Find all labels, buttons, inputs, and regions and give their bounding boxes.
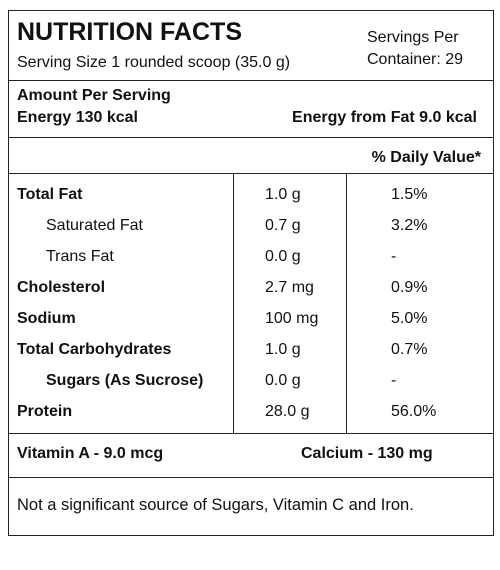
column-divider	[346, 173, 347, 433]
serving-size: Serving Size 1 rounded scoop (35.0 g)	[17, 54, 291, 71]
nutrient-amount: 0.0 g	[265, 372, 301, 389]
daily-value: 0.7%	[391, 341, 428, 358]
footnote: Not a significant source of Sugars, Vita…	[17, 496, 414, 514]
energy: Energy 130 kcal	[17, 109, 138, 126]
vitamin: Calcium - 130 mg	[301, 445, 433, 462]
divider	[9, 173, 493, 174]
nutrient-name: Total Fat	[17, 186, 83, 203]
daily-value: 3.2%	[391, 217, 428, 234]
nutrient-amount: 1.0 g	[265, 341, 301, 358]
servings-per: Container: 29	[367, 51, 464, 68]
nutrient-name: Sodium	[17, 310, 76, 327]
nutrient-name: Saturated Fat	[46, 217, 143, 234]
nutrient-amount: 28.0 g	[265, 403, 310, 420]
divider	[9, 80, 493, 81]
nutrient-amount: 1.0 g	[265, 186, 301, 203]
vitamin: Vitamin A - 9.0 mcg	[17, 445, 164, 462]
daily-value: 56.0%	[391, 403, 437, 420]
daily-value: 0.9%	[391, 279, 428, 296]
nutrient-amount: 2.7 mg	[265, 279, 314, 296]
energy-from-fat: Energy from Fat 9.0 kcal	[292, 109, 477, 126]
nutrient-name: Cholesterol	[17, 279, 106, 296]
nutrient-name: Trans Fat	[46, 248, 114, 265]
nutrient-name: Sugars (As Sucrose)	[46, 372, 204, 389]
daily-value: 1.5%	[391, 186, 428, 203]
label-box: NUTRITION FACTS Serving Size 1 rounded s…	[8, 10, 494, 536]
nutrient-amount: 0.0 g	[265, 248, 301, 265]
title: NUTRITION FACTS	[17, 18, 242, 46]
nutrient-name: Total Carbohydrates	[17, 341, 172, 358]
divider	[9, 477, 493, 478]
daily-value: -	[391, 372, 397, 389]
daily-value: -	[391, 248, 397, 265]
servings-per: Servings Per	[367, 29, 459, 46]
daily-value: 5.0%	[391, 310, 428, 327]
divider	[9, 433, 493, 434]
nutrient-amount: 0.7 g	[265, 217, 301, 234]
daily-value-header: % Daily Value*	[371, 149, 481, 166]
column-divider	[233, 173, 234, 433]
divider	[9, 137, 493, 138]
nutrient-name: Protein	[17, 403, 73, 420]
amount-label: Amount Per Serving	[17, 87, 171, 104]
nutrient-amount: 100 mg	[265, 310, 319, 327]
